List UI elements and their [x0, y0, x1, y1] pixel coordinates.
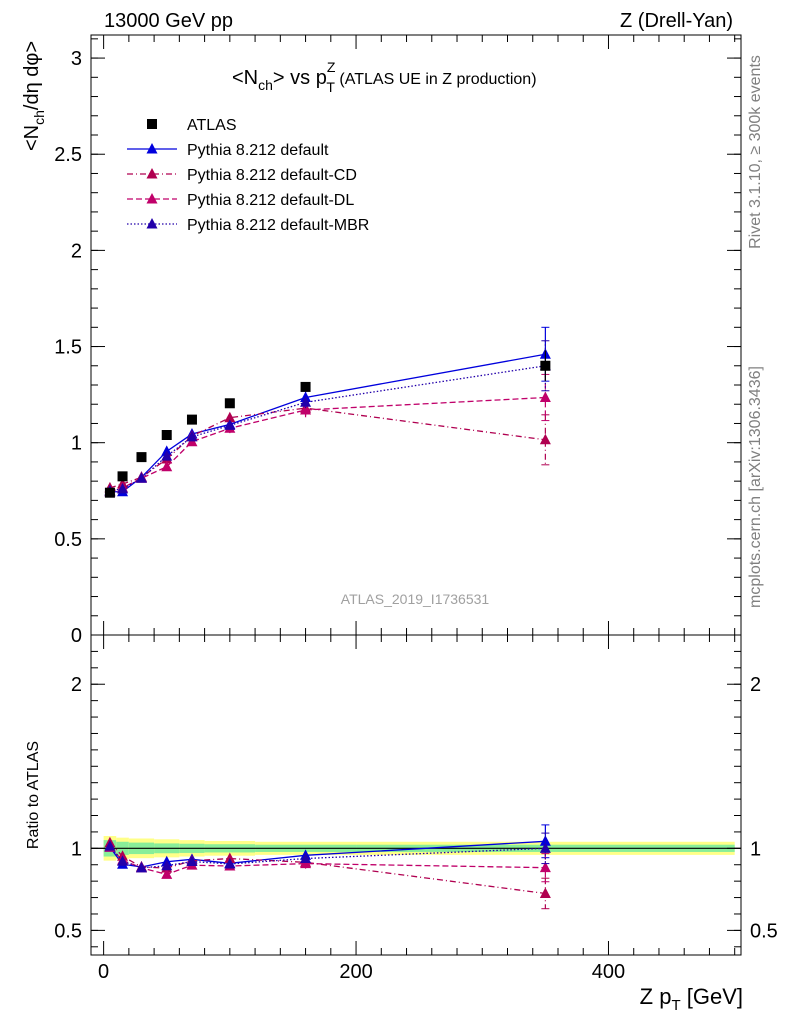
- plot-title-tail: (ATLAS UE in Z production): [335, 71, 537, 88]
- point-atlas: [117, 471, 128, 482]
- ratio-point-pythia-8-212-default-mbr: [224, 857, 236, 869]
- ratio-point-pythia-8-212-default-dl: [161, 868, 173, 879]
- y-axis-label-a: <N: [21, 125, 43, 151]
- main-y-tick-label: 3: [71, 48, 82, 70]
- plot-title-sub1: ch: [258, 77, 273, 93]
- header-process-label: Z (Drell-Yan): [620, 10, 733, 32]
- ratio-line-pythia-8-212-default-mbr: [109, 845, 546, 869]
- point-pythia-8-212-default-dl: [161, 460, 173, 472]
- ratio-point-pythia-8-212-default-cd: [539, 887, 551, 898]
- point-pythia-8-212-default-dl: [539, 391, 551, 402]
- ratio-point-pythia-8-212-default-mbr: [539, 842, 551, 853]
- ratio-point-pythia-8-212-default-cd: [224, 852, 236, 864]
- legend-marker-pythia-8-212-default: [146, 143, 158, 154]
- ratio-point-pythia-8-212-default-mbr: [300, 852, 312, 864]
- y-axis-label: <Nch/dη dφ>: [21, 41, 47, 151]
- ratio-y-axis-label: Ratio to ATLAS: [25, 741, 42, 849]
- plot-title: <Nch> vs pZ T (ATLAS UE in Z production): [232, 59, 537, 95]
- legend-marker-pythia-8-212-default-mbr: [146, 218, 158, 229]
- x-tick-label: 0: [98, 961, 109, 983]
- x-tick-label: 200: [339, 961, 372, 983]
- point-atlas: [136, 452, 147, 463]
- ratio-point-pythia-8-212-default-mbr: [161, 859, 173, 871]
- line-pythia-8-212-default-mbr: [109, 365, 546, 492]
- ratio-y-tick-label: 0.5: [54, 920, 82, 942]
- legend-label-pythia-8-212-default-mbr: Pythia 8.212 default-MBR: [187, 217, 369, 234]
- legend-marker-pythia-8-212-default-cd: [146, 168, 158, 179]
- plot-title-sub2: T: [326, 79, 335, 95]
- main-y-tick-label: 0.5: [54, 529, 82, 551]
- line-pythia-8-212-default-cd: [109, 407, 546, 489]
- header-collision-label: 13000 GeV pp: [104, 10, 233, 32]
- ratio-point-pythia-8-212-default-dl: [539, 861, 551, 873]
- point-pythia-8-212-default-mbr: [135, 472, 147, 483]
- x-axis-label-b: T: [671, 997, 680, 1014]
- point-atlas: [186, 414, 197, 425]
- ratio-point-pythia-8-212-default-mbr: [186, 855, 198, 867]
- ratio-y-tick-label: 1: [71, 838, 82, 860]
- y-axis-label-b: ch: [31, 110, 47, 125]
- line-pythia-8-212-default: [109, 353, 546, 493]
- main-y-tick-label: 2: [71, 240, 82, 262]
- ratio-y-tick-label-right: 1: [750, 838, 761, 860]
- point-atlas: [300, 381, 311, 392]
- legend-marker-atlas: [147, 119, 157, 129]
- ratio-y-tick-label: 2: [71, 674, 82, 696]
- plot-title-main: <N: [232, 67, 258, 89]
- y-axis-label-c: /dη dφ>: [21, 41, 43, 110]
- plot-title-sup: Z: [327, 59, 336, 75]
- point-atlas: [540, 360, 551, 371]
- legend-label-pythia-8-212-default-dl: Pythia 8.212 default-DL: [187, 192, 354, 209]
- point-pythia-8-212-default-cd: [539, 433, 551, 445]
- ratio-plot: 0.5 1 2 0.5 1 2 0 200 400: [54, 634, 778, 983]
- ratio-y-tick-label-right: 0.5: [750, 920, 778, 942]
- mcplots-label: mcplots.cern.ch [arXiv:1306.3436]: [747, 366, 764, 608]
- legend-label-pythia-8-212-default-cd: Pythia 8.212 default-CD: [187, 167, 357, 184]
- point-pythia-8-212-default-mbr: [186, 430, 198, 442]
- plot-title-mid: > vs p: [273, 67, 327, 89]
- point-pythia-8-212-default-mbr: [117, 482, 129, 494]
- ratio-point-pythia-8-212-default-mbr: [117, 855, 129, 866]
- x-axis-label-c: [GeV]: [681, 984, 743, 1009]
- ratio-point-pythia-8-212-default-mbr: [104, 840, 116, 851]
- ratio-y-tick-label-right: 2: [750, 674, 761, 696]
- main-y-tick-label: 1: [71, 433, 82, 455]
- main-plot: 0 0.5 1 1.5 2 2.5 3: [54, 34, 742, 647]
- point-atlas: [104, 487, 115, 498]
- legend-marker-pythia-8-212-default-dl: [146, 193, 158, 204]
- point-pythia-8-212-default-dl: [300, 404, 312, 415]
- x-axis-label-a: Z p: [640, 984, 672, 1009]
- main-y-tick-label: 0: [71, 625, 82, 647]
- ratio-frame: [90, 634, 742, 956]
- ratio-point-pythia-8-212-default-mbr: [135, 861, 147, 873]
- point-pythia-8-212-default-mbr: [300, 396, 312, 407]
- x-tick-label: 400: [592, 961, 625, 983]
- x-axis-label: Z pT [GeV]: [640, 984, 743, 1014]
- legend: ATLAS Pythia 8.212 default Pythia 8.212 de…: [127, 117, 369, 234]
- point-pythia-8-212-default-mbr: [224, 419, 236, 430]
- line-pythia-8-212-default-dl: [109, 396, 546, 493]
- rivet-label: Rivet 3.1.10, ≥ 300k events: [747, 55, 764, 249]
- point-pythia-8-212-default-mbr: [161, 450, 173, 461]
- point-atlas: [161, 430, 172, 440]
- main-y-tick-label: 1.5: [54, 337, 82, 359]
- legend-label-pythia-8-212-default: Pythia 8.212 default: [187, 142, 329, 159]
- point-atlas: [224, 398, 235, 409]
- point-pythia-8-212-default-cd: [224, 411, 236, 423]
- main-y-tick-label: 2.5: [54, 144, 82, 166]
- analysis-label: ATLAS_2019_I1736531: [341, 591, 490, 607]
- legend-label-atlas: ATLAS: [187, 117, 237, 134]
